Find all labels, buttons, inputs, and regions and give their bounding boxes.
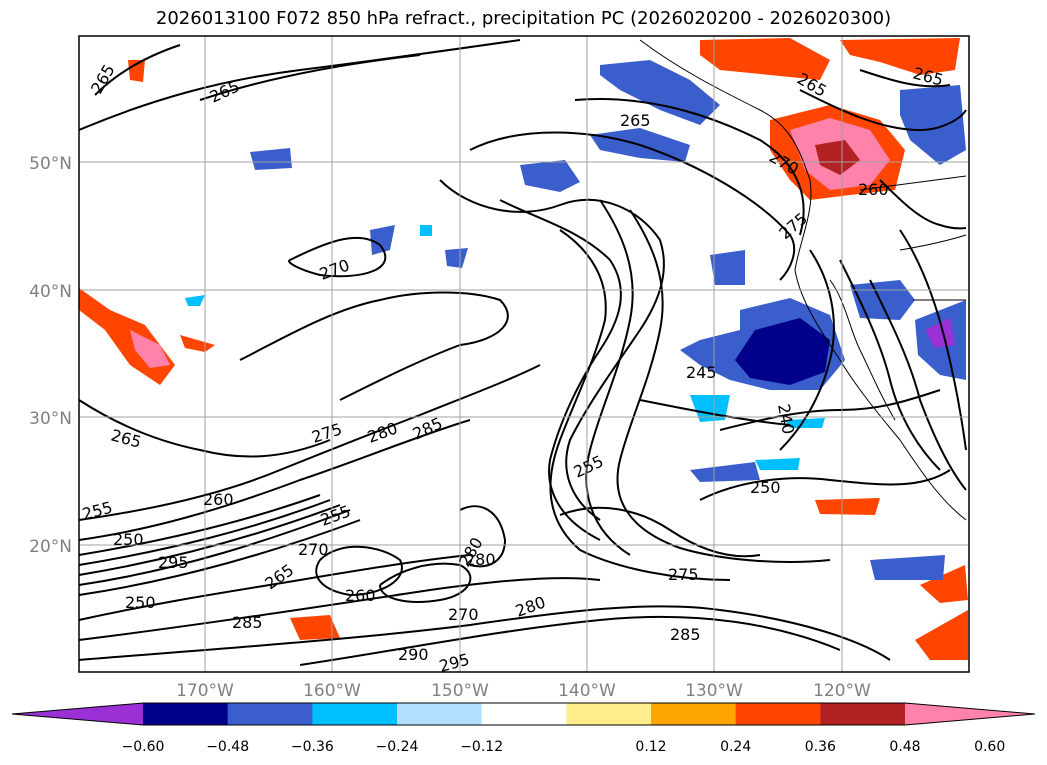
latitude-labels: 50°N 40°N 30°N 20°N [29,154,72,557]
lon-label: 130°W [685,681,743,701]
lat-label: 20°N [29,537,72,557]
colorbar-tick-label: 0.48 [889,739,920,755]
colorbar-tick-label: 0.36 [805,739,836,755]
colorbar-tick-label: −0.60 [122,739,165,755]
lon-label: 120°W [813,681,871,701]
contour-label: 265 [620,111,651,130]
colorbar-segment [227,703,313,725]
colorbar-tick-label: 0.12 [635,739,666,755]
gridlines [79,36,969,672]
colorbar-segment [820,703,906,725]
contour-label: 280 [465,550,496,569]
contour-label: 270 [448,605,479,624]
contour-label: 275 [668,565,699,584]
lat-label: 40°N [29,282,72,302]
lat-label: 50°N [29,154,72,174]
map-border [78,35,970,673]
colorbar-segment [143,703,229,725]
lon-label: 140°W [558,681,616,701]
coastlines [639,39,967,521]
longitude-labels: 170°W 160°W 150°W 140°W 130°W 120°W [176,681,871,701]
colorbar-segment [651,703,737,725]
contour-label: 250 [750,478,781,497]
colorbar-tick-label: −0.24 [376,739,419,755]
map-panel: 265 265 265 265 265 265 270 270 270 275 … [78,35,970,676]
colorbar-tick-label: −0.48 [206,739,249,755]
contour-label: 250 [125,593,156,612]
lon-label: 160°W [303,681,361,701]
lat-label: 30°N [29,409,72,429]
contour-label: 260 [858,180,889,199]
colorbar-tick-label: 0.24 [720,739,751,755]
contour-label: 245 [686,363,717,382]
contour-label: 260 [345,586,376,605]
colorbar-segment [566,703,652,725]
map-title: 2026013100 F072 850 hPa refract., precip… [155,8,892,29]
colorbar-segment [735,703,821,725]
contour-label: 270 [298,540,329,559]
contour-label: 295 [158,553,189,572]
colorbar-segment [481,703,567,725]
colorbar-extend-high [905,703,1035,725]
colorbar: −0.60 −0.48 −0.36 −0.24 −0.12 0.12 0.24 0.36 0.4… [11,702,1036,755]
colorbar-segment [312,703,398,725]
colorbar-tick-label: −0.36 [291,739,334,755]
contour-label: 290 [398,645,429,664]
contour-label: 285 [670,625,701,644]
contour-label: 250 [113,530,144,549]
colorbar-segment [397,703,483,725]
lon-label: 150°W [431,681,489,701]
contour-label: 285 [232,613,263,632]
colorbar-outline [11,702,1036,726]
colorbar-tick-label: −0.12 [460,739,503,755]
contour-label: 260 [203,490,234,509]
lon-label: 170°W [176,681,234,701]
colorbar-tick-label: 0.60 [974,739,1005,755]
refractivity-contours [78,39,967,666]
colorbar-extend-low [12,703,143,725]
